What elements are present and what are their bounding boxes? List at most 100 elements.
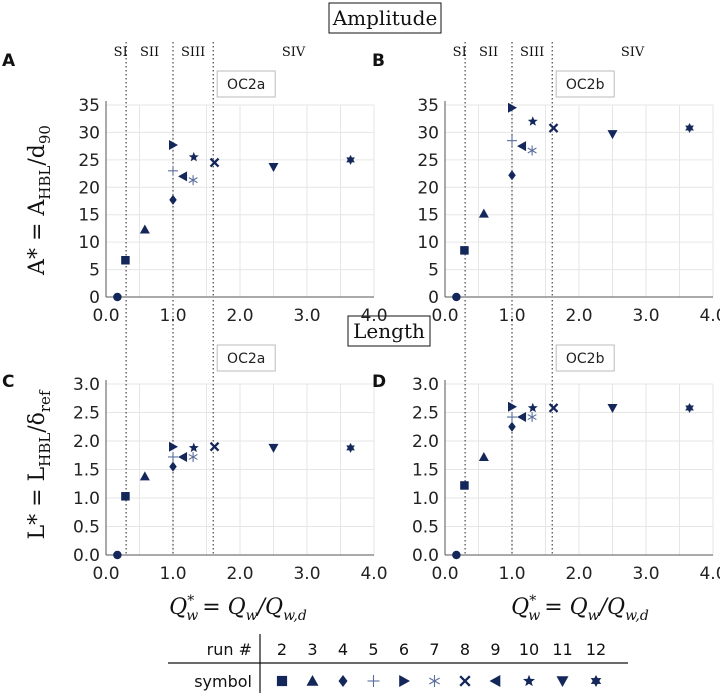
ylabel-top-sub: HBL	[36, 166, 54, 200]
data-point-run-7	[188, 451, 198, 462]
x-tick-label: 4.0	[360, 306, 387, 326]
y-tick-label: 35	[417, 96, 439, 116]
data-point-run-11	[268, 443, 279, 453]
y-tick-label: 2.5	[73, 404, 100, 424]
y-tick-label: 5	[428, 261, 439, 281]
panel-letter: C	[2, 372, 14, 392]
data-point-run-12	[346, 442, 355, 453]
y-tick-label: 1.5	[412, 461, 439, 481]
x-tick-label: 1.0	[159, 564, 186, 584]
legend-symbol-run-3	[306, 675, 319, 686]
data-point-run-4	[169, 194, 177, 205]
x-tick-label: 0.0	[92, 564, 119, 584]
xlabel-rhs-sub: w	[246, 608, 258, 624]
y-tick-label: 2.0	[412, 432, 439, 452]
xlabel-rhs2: /Q	[598, 595, 625, 620]
legend-symbol-label: symbol	[194, 672, 252, 691]
y-tick-label: 30	[417, 123, 439, 143]
data-point-run-7	[527, 412, 537, 423]
y-tick-label: 30	[78, 123, 100, 143]
panel-d: 0.0 1.0 2.0 3.0 4.0 0.0 0.5 1.0 1.5 2.0 2.5 3.0 D OC2…	[372, 300, 720, 584]
legend-run-label: run #	[207, 640, 252, 659]
data-point-run-4	[508, 170, 516, 181]
x-tick-label: 0.0	[92, 306, 119, 326]
x-tick-label: 2.0	[226, 306, 253, 326]
x-tick-label: 0.0	[431, 306, 458, 326]
case-label: OC2a	[216, 70, 276, 98]
y-tick-label: 1.0	[73, 489, 100, 509]
legend-run-number: 5	[368, 640, 378, 659]
data-point-run-9	[517, 412, 527, 423]
data-point-run-3	[478, 451, 489, 461]
y-tick-label: 10	[78, 233, 100, 253]
ylabel-bottom-sub2: ref	[36, 389, 54, 412]
y-tick-label: 0.0	[73, 546, 100, 566]
y-tick-label: 2.0	[73, 432, 100, 452]
data-point-run-12	[346, 154, 355, 165]
stage-label-sii: SII	[140, 45, 159, 60]
length-header: Length	[347, 315, 431, 347]
y-tick-label: 25	[417, 151, 439, 171]
xlabel-rhs: = Q	[544, 595, 587, 620]
y-axis-title-amplitude: A* = AHBL/d90	[25, 125, 54, 276]
legend-symbol-run-8	[459, 675, 471, 687]
legend-symbol-run-11	[556, 676, 569, 687]
data-point-run-10	[188, 151, 199, 162]
length-title: Length	[353, 319, 425, 343]
y-tick-label: 5	[89, 261, 100, 281]
data-point-run-2	[121, 492, 130, 501]
stage-label-siv: SIV	[621, 45, 645, 60]
stage-label-si: SI	[453, 45, 467, 60]
legend-run-number: 11	[552, 640, 572, 659]
legend-run-number: 9	[490, 640, 500, 659]
stage-label-siii: SIII	[181, 45, 205, 60]
data-point-run-3	[139, 471, 150, 481]
panel-letter: B	[372, 51, 385, 71]
x-tick-label: 3.0	[632, 306, 659, 326]
legend-symbol-run-4	[338, 675, 348, 687]
ylabel-bottom-tail: /δ	[25, 412, 50, 433]
stage-label-siii: SIII	[520, 45, 544, 60]
legend-run-number: 2	[277, 640, 287, 659]
xlabel-lhs-sub: w	[186, 608, 198, 624]
data-point-run-1	[113, 292, 122, 302]
ylabel-top-tail: /d	[25, 144, 50, 166]
data-point-run-8	[548, 403, 559, 413]
y-tick-label: 0.5	[73, 518, 100, 538]
data-point-run-10	[527, 116, 538, 126]
y-tick-label: 15	[417, 206, 439, 226]
xlabel-lhs-sub: w	[528, 608, 540, 624]
data-point-run-11	[607, 130, 618, 140]
xlabel-lhs-sup: *	[529, 593, 536, 609]
data-point-run-3	[478, 208, 489, 218]
legend-symbol-run-9	[489, 675, 501, 687]
y-tick-label: 15	[78, 206, 100, 226]
xlabel-rhs2: /Q	[256, 595, 283, 620]
data-point-run-12	[685, 123, 694, 134]
amplitude-title: Amplitude	[332, 6, 438, 30]
y-tick-label: 3.0	[412, 375, 439, 395]
data-point-run-2	[121, 255, 130, 265]
data-point-run-8	[548, 123, 559, 133]
x-tick-label: 2.0	[226, 564, 253, 584]
y-tick-label: 25	[78, 151, 100, 171]
stage-label-sii: SII	[479, 45, 498, 60]
legend-run-number: 7	[429, 640, 439, 659]
data-point-run-6	[508, 102, 517, 113]
y-tick-label: 3.0	[73, 375, 100, 395]
x-axis-title-right: Q* w = Qw/Qw,d	[511, 593, 649, 624]
y-tick-label: 20	[78, 178, 100, 198]
data-point-run-11	[607, 403, 618, 413]
y-tick-label: 35	[78, 96, 100, 116]
legend-run-number: 3	[307, 640, 317, 659]
legend-run-number: 12	[586, 640, 606, 659]
data-point-run-7	[527, 145, 537, 156]
case-label: OC2b	[555, 344, 615, 372]
legend-symbol-run-10	[523, 674, 535, 687]
panel-c: 0.0 1.0 2.0 3.0 4.0 0.0 0.5 1.0 1.5 2.0 2.5 3.0 C OC2…	[2, 300, 388, 584]
x-tick-label: 3.0	[293, 564, 320, 584]
legend-run-number: 8	[460, 640, 470, 659]
ylabel-top-sub2: 90	[36, 125, 54, 144]
x-tick-label: 4.0	[699, 564, 720, 584]
